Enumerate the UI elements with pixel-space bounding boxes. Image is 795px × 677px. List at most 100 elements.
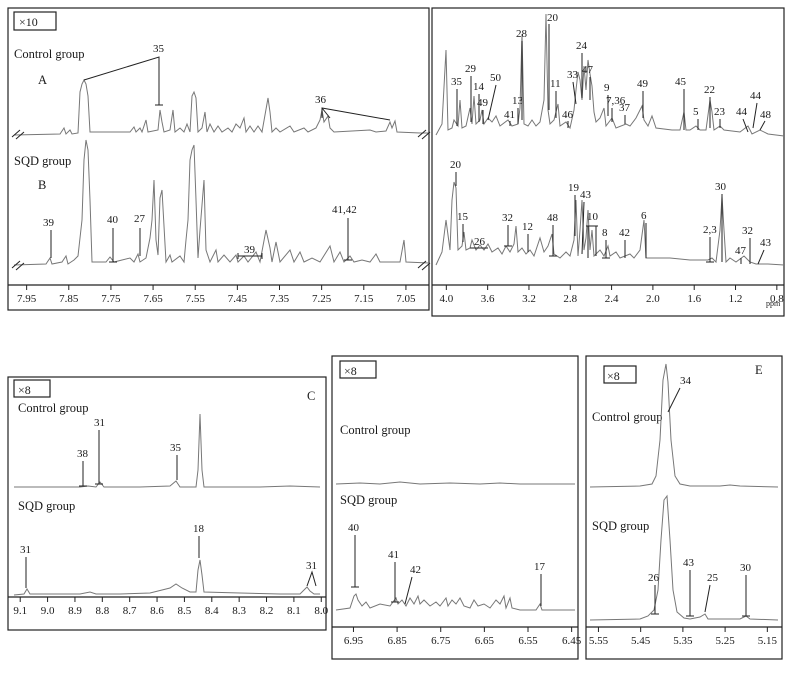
scale-box bbox=[603, 365, 637, 384]
panel-c-frame bbox=[7, 376, 327, 631]
svg-text:43: 43 bbox=[760, 237, 772, 249]
svg-text:39: 39 bbox=[43, 217, 55, 229]
svg-text:43: 43 bbox=[580, 189, 592, 201]
svg-text:41,42: 41,42 bbox=[332, 204, 357, 216]
spectrum-sqd-d bbox=[335, 593, 575, 611]
svg-text:29: 29 bbox=[465, 63, 477, 75]
scale-label: ×8 bbox=[18, 383, 31, 397]
peaks-d-bottom: 40 41 42 17 bbox=[348, 522, 546, 606]
x-tick-label: 6.45 bbox=[562, 635, 582, 647]
x-axis-d: 6.95 6.85 6.75 6.65 6.55 6.45 bbox=[344, 627, 582, 647]
sqd-group-label: SQD group bbox=[18, 499, 75, 513]
x-axis-ab-right: 4.0 3.6 3.2 2.8 2.4 2.0 1.6 1.2 0.8 bbox=[439, 285, 784, 305]
x-tick-label: 4.0 bbox=[439, 293, 453, 305]
svg-text:37: 37 bbox=[619, 102, 631, 114]
peaks-ab-right-top: 35 29 14 49 50 28 41 13 20 11 46 33 24 4… bbox=[451, 12, 772, 133]
x-tick-label: 2.0 bbox=[646, 293, 660, 305]
x-tick-label: 7.75 bbox=[101, 293, 121, 305]
svg-text:48: 48 bbox=[760, 109, 772, 121]
x-tick-label: 8.7 bbox=[123, 605, 137, 617]
x-tick-label: 6.55 bbox=[518, 635, 538, 647]
spectrum-sqd-c bbox=[13, 559, 320, 596]
svg-text:7,36: 7,36 bbox=[606, 95, 626, 107]
leader-line bbox=[83, 56, 160, 105]
spectrum-control-d bbox=[335, 481, 575, 485]
x-axis-unit: ppm bbox=[766, 299, 781, 308]
svg-text:35: 35 bbox=[170, 442, 182, 454]
svg-text:10: 10 bbox=[587, 211, 599, 223]
peaks-e-top: 34 bbox=[667, 375, 692, 413]
svg-text:20: 20 bbox=[450, 159, 462, 171]
x-tick-label: 1.6 bbox=[687, 293, 701, 305]
x-tick-label: 5.25 bbox=[715, 635, 735, 647]
x-tick-label: 7.95 bbox=[17, 293, 37, 305]
svg-text:43: 43 bbox=[683, 557, 695, 569]
svg-text:5: 5 bbox=[693, 106, 699, 118]
svg-text:17: 17 bbox=[534, 561, 546, 573]
control-group-label: Control group bbox=[592, 410, 662, 424]
svg-text:32: 32 bbox=[502, 212, 513, 224]
break-mark-top-left bbox=[11, 129, 25, 140]
svg-text:14: 14 bbox=[473, 81, 485, 93]
svg-text:8: 8 bbox=[602, 227, 608, 239]
sqd-group-label: SQD group bbox=[340, 493, 397, 507]
x-tick-label: 7.05 bbox=[396, 293, 416, 305]
svg-text:18: 18 bbox=[193, 523, 205, 535]
peak-annotation: 41,42 bbox=[332, 204, 357, 261]
spectrum-sqd-ab-right bbox=[435, 181, 785, 266]
panel-letter-c: C bbox=[307, 389, 315, 403]
svg-text:26: 26 bbox=[648, 572, 660, 584]
leader-line bbox=[321, 107, 391, 121]
x-tick-label: 8.8 bbox=[95, 605, 109, 617]
peak-annotation: 40 bbox=[107, 214, 119, 263]
peaks-ab-right-bottom: 20 15 26 32 12 48 19 43 10 8 42 6 30 2,3… bbox=[450, 159, 772, 265]
x-tick-label: 7.55 bbox=[186, 293, 206, 305]
svg-text:41: 41 bbox=[388, 549, 399, 561]
x-tick-label: 8.0 bbox=[314, 605, 328, 617]
svg-text:30: 30 bbox=[740, 562, 752, 574]
scale-box bbox=[339, 360, 377, 379]
control-group-label: Control group bbox=[340, 423, 410, 437]
svg-text:46: 46 bbox=[562, 109, 574, 121]
svg-text:22: 22 bbox=[704, 84, 715, 96]
svg-text:41: 41 bbox=[504, 109, 515, 121]
scale-box bbox=[13, 379, 51, 398]
svg-text:34: 34 bbox=[680, 375, 692, 387]
sqd-group-label: SQD group bbox=[14, 154, 71, 168]
x-tick-label: 8.3 bbox=[232, 605, 246, 617]
x-axis-e: 5.55 5.45 5.35 5.25 5.15 bbox=[589, 627, 778, 647]
x-axis-c: 9.1 9.0 8.9 8.8 8.7 8.6 8.5 8.4 8.3 8.2 8.1 8.0 bbox=[13, 597, 329, 617]
spectrum-control-e bbox=[589, 363, 779, 488]
x-tick-label: 9.1 bbox=[13, 605, 27, 617]
scale-label: ×8 bbox=[344, 364, 357, 378]
peak-label: 35 bbox=[153, 43, 165, 55]
scale-label: ×8 bbox=[607, 369, 620, 383]
svg-text:23: 23 bbox=[714, 106, 726, 118]
svg-text:27: 27 bbox=[134, 213, 146, 225]
peaks-e-bottom: 26 43 25 30 bbox=[648, 557, 752, 617]
x-tick-label: 5.15 bbox=[758, 635, 778, 647]
svg-text:47: 47 bbox=[582, 64, 594, 76]
peak-annotation: 39 bbox=[43, 217, 55, 258]
svg-text:31: 31 bbox=[20, 544, 31, 556]
panel-letter-b: B bbox=[38, 178, 46, 192]
x-tick-label: 1.2 bbox=[729, 293, 743, 305]
svg-text:6: 6 bbox=[641, 210, 647, 222]
svg-text:11: 11 bbox=[550, 78, 561, 90]
svg-text:24: 24 bbox=[576, 40, 588, 52]
svg-text:45: 45 bbox=[675, 76, 687, 88]
break-mark-bottom-left bbox=[11, 260, 25, 271]
svg-text:49: 49 bbox=[477, 97, 489, 109]
scale-label: ×10 bbox=[19, 15, 38, 29]
x-tick-label: 6.85 bbox=[387, 635, 407, 647]
svg-text:30: 30 bbox=[715, 181, 727, 193]
x-tick-label: 7.15 bbox=[354, 293, 374, 305]
scale-box bbox=[13, 11, 57, 31]
spectrum-control-ab-left bbox=[13, 78, 429, 136]
svg-text:15: 15 bbox=[457, 211, 469, 223]
x-tick-label: 8.1 bbox=[287, 605, 301, 617]
panel-e-frame bbox=[585, 355, 783, 660]
svg-text:42: 42 bbox=[410, 564, 421, 576]
svg-text:2,3: 2,3 bbox=[703, 224, 717, 236]
